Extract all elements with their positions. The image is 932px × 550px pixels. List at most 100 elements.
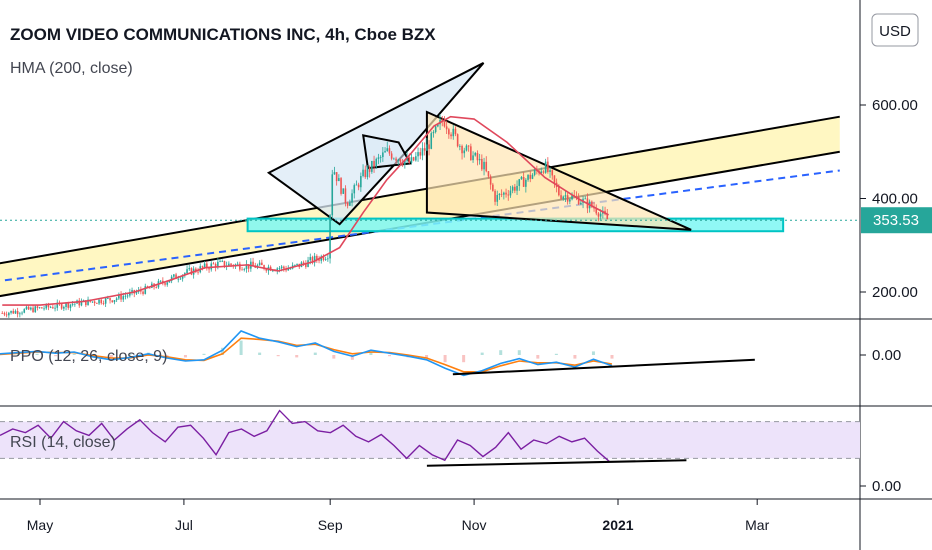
ppo-axis-tick: 0.00 bbox=[860, 347, 901, 364]
candle bbox=[113, 299, 116, 305]
candle bbox=[10, 310, 12, 315]
candle bbox=[498, 193, 501, 200]
candle bbox=[252, 257, 254, 266]
candle bbox=[393, 157, 395, 160]
rsi-axis-tick: 0.00 bbox=[860, 478, 901, 495]
candle bbox=[164, 282, 166, 287]
ppo-histogram-bar bbox=[332, 355, 336, 359]
candle bbox=[49, 305, 52, 309]
time-tick: Sep bbox=[318, 499, 343, 533]
candle bbox=[239, 261, 241, 272]
candle bbox=[531, 173, 534, 180]
currency-button-label: USD bbox=[879, 23, 911, 40]
rsi-label[interactable]: RSI (14, close) bbox=[10, 434, 116, 451]
indicator-label[interactable]: HMA (200, close) bbox=[10, 60, 133, 77]
candle bbox=[100, 298, 103, 305]
candle bbox=[562, 195, 565, 201]
channel-band bbox=[0, 116, 840, 297]
price-pane[interactable] bbox=[0, 62, 860, 318]
time-axis[interactable]: May Jul Sep Nov 2021 Mar bbox=[27, 499, 770, 533]
candle bbox=[91, 301, 94, 303]
candle bbox=[525, 178, 527, 193]
candle bbox=[522, 172, 525, 187]
hma-line bbox=[2, 115, 609, 306]
last-price-label: 353.53 bbox=[861, 207, 932, 234]
candle bbox=[474, 151, 477, 157]
currency-button[interactable]: USD bbox=[871, 13, 919, 47]
candle bbox=[32, 304, 34, 313]
candle bbox=[478, 153, 481, 165]
ppo-histogram-bar bbox=[499, 350, 503, 355]
rsi-trendline[interactable] bbox=[426, 459, 687, 467]
descending-triangle-shape[interactable] bbox=[425, 110, 692, 231]
ppo-label[interactable]: PPO (12, 26, close, 9) bbox=[10, 348, 167, 365]
candle bbox=[492, 182, 494, 192]
candle bbox=[69, 304, 72, 312]
candle bbox=[54, 305, 56, 312]
candle bbox=[324, 256, 327, 261]
candle bbox=[126, 293, 129, 299]
candle bbox=[14, 309, 17, 315]
candle bbox=[509, 185, 512, 198]
candle bbox=[228, 261, 230, 267]
rsi-pane[interactable] bbox=[0, 409, 860, 467]
candle bbox=[564, 190, 567, 203]
candle bbox=[375, 157, 378, 169]
candle bbox=[445, 120, 448, 135]
candle bbox=[549, 167, 551, 178]
candle bbox=[481, 154, 483, 172]
price-tick: 200.00 bbox=[860, 284, 918, 301]
candle bbox=[212, 261, 215, 265]
ppo-trendline[interactable] bbox=[452, 358, 755, 376]
candle bbox=[518, 178, 521, 191]
candle bbox=[344, 185, 347, 207]
candle bbox=[118, 292, 120, 300]
ppo-histogram-bar bbox=[54, 355, 58, 357]
candle bbox=[318, 255, 320, 264]
candle bbox=[459, 144, 461, 151]
candle bbox=[584, 196, 587, 200]
candle bbox=[261, 259, 263, 266]
ppo-pane[interactable] bbox=[0, 330, 755, 377]
candle bbox=[434, 125, 437, 134]
candle bbox=[419, 147, 422, 160]
candle bbox=[364, 165, 367, 179]
candle bbox=[190, 267, 193, 276]
time-tick-label: May bbox=[27, 517, 53, 533]
candle bbox=[56, 299, 59, 311]
candle bbox=[12, 308, 15, 314]
candle bbox=[133, 289, 136, 298]
ppo-histogram-bar bbox=[72, 353, 76, 355]
candle bbox=[421, 142, 424, 161]
candle bbox=[494, 189, 496, 206]
candle bbox=[569, 198, 571, 205]
ppo-histogram-bar bbox=[443, 355, 447, 363]
candle bbox=[397, 158, 400, 166]
price-axis[interactable]: 600.00 400.00 200.00 bbox=[860, 97, 918, 301]
rsi-zero-label: 0.00 bbox=[872, 478, 901, 495]
candle bbox=[553, 175, 556, 188]
ppo-histogram-bar bbox=[128, 353, 132, 355]
candle bbox=[142, 290, 144, 296]
candle bbox=[23, 308, 26, 314]
candle bbox=[41, 307, 43, 309]
candle bbox=[395, 156, 397, 164]
candle bbox=[566, 192, 569, 205]
candle bbox=[8, 311, 10, 318]
channel-upper-line[interactable] bbox=[0, 115, 840, 269]
candle bbox=[595, 204, 598, 216]
ppo-histogram-bar bbox=[183, 355, 187, 358]
candle bbox=[472, 151, 474, 163]
candle bbox=[25, 305, 28, 310]
candle bbox=[188, 264, 191, 271]
candle bbox=[21, 311, 23, 316]
candle bbox=[159, 280, 162, 283]
ppo-histogram-bar bbox=[202, 353, 206, 355]
ppo-histogram-bar bbox=[517, 350, 521, 355]
candle bbox=[430, 131, 433, 150]
ppo-histogram-bar bbox=[610, 355, 614, 359]
candle bbox=[544, 158, 547, 174]
candle bbox=[307, 256, 309, 268]
candle bbox=[1, 311, 4, 314]
